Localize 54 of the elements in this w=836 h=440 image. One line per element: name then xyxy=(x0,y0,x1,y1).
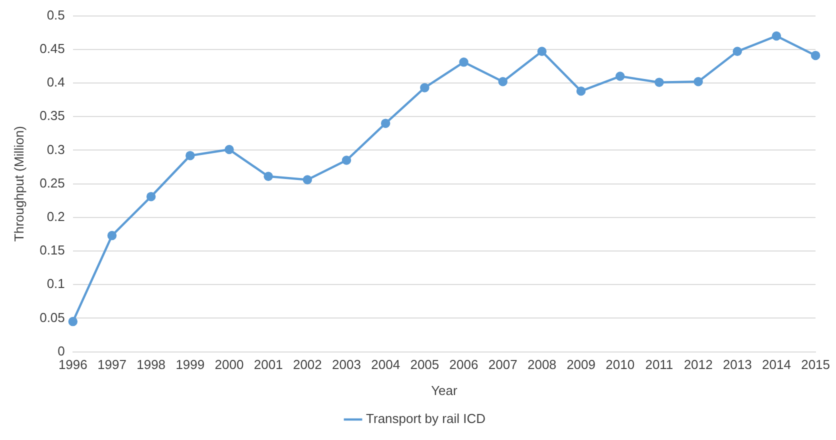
point xyxy=(146,192,156,202)
point xyxy=(576,86,586,96)
y-tick-label: 0.4 xyxy=(46,74,65,90)
point xyxy=(459,58,468,67)
x-tick-label: 2008 xyxy=(527,357,556,372)
point xyxy=(224,144,234,154)
point xyxy=(107,230,117,240)
x-tick-label: 2014 xyxy=(762,357,791,372)
point xyxy=(694,77,703,86)
point xyxy=(772,31,782,41)
y-tick-label: 0.3 xyxy=(46,142,65,157)
x-tick-label: 2005 xyxy=(410,357,440,372)
point xyxy=(810,50,820,60)
x-tick-label: 2004 xyxy=(371,357,400,372)
point xyxy=(615,72,625,81)
x-tick-label: 2000 xyxy=(214,357,244,372)
x-tick-label: 1997 xyxy=(98,357,126,372)
x-tick-label: 2007 xyxy=(488,357,518,372)
x-tick-label: 2003 xyxy=(332,357,361,372)
x-tick-label: 2010 xyxy=(606,357,635,372)
point xyxy=(302,175,312,184)
x-tick-label: 2006 xyxy=(449,357,478,372)
point xyxy=(498,77,508,86)
y-tick-label: 0.45 xyxy=(40,40,65,56)
point xyxy=(186,150,195,160)
y-tick-label: 0.5 xyxy=(46,7,65,22)
y-tick-label: 0.1 xyxy=(46,276,65,292)
legend-label: Transport by rail ICD xyxy=(366,411,486,426)
x-tick-label: 2013 xyxy=(722,357,752,372)
x-tick-label: 1996 xyxy=(58,357,88,372)
point xyxy=(732,46,742,56)
point xyxy=(264,172,273,182)
y-tick-label: 0.25 xyxy=(40,175,65,190)
y-tick-label: 0.2 xyxy=(46,208,65,224)
x-tick-label: 2015 xyxy=(801,357,830,372)
x-tick-label: 2001 xyxy=(254,357,283,372)
x-tick-label: 2002 xyxy=(292,357,322,372)
point xyxy=(420,83,430,92)
x-tick-label: 1998 xyxy=(136,357,166,372)
x-tick-label: 2011 xyxy=(645,357,674,372)
x-axis-title: Year xyxy=(431,382,458,398)
x-tick-label: 1999 xyxy=(176,357,205,372)
x-tick-label: 2012 xyxy=(684,357,713,372)
y-tick-label: 0.15 xyxy=(40,242,65,258)
y-tick-label: 0.35 xyxy=(40,108,65,124)
y-axis-title: Throughput (Million) xyxy=(11,126,26,242)
y-tick-label: 0.05 xyxy=(40,310,65,325)
point xyxy=(68,316,78,326)
x-tick-label: 2009 xyxy=(566,357,596,372)
point xyxy=(380,118,390,128)
point xyxy=(342,156,352,165)
point xyxy=(537,46,547,56)
point xyxy=(654,78,664,87)
y-tick-label: 0 xyxy=(58,343,65,358)
